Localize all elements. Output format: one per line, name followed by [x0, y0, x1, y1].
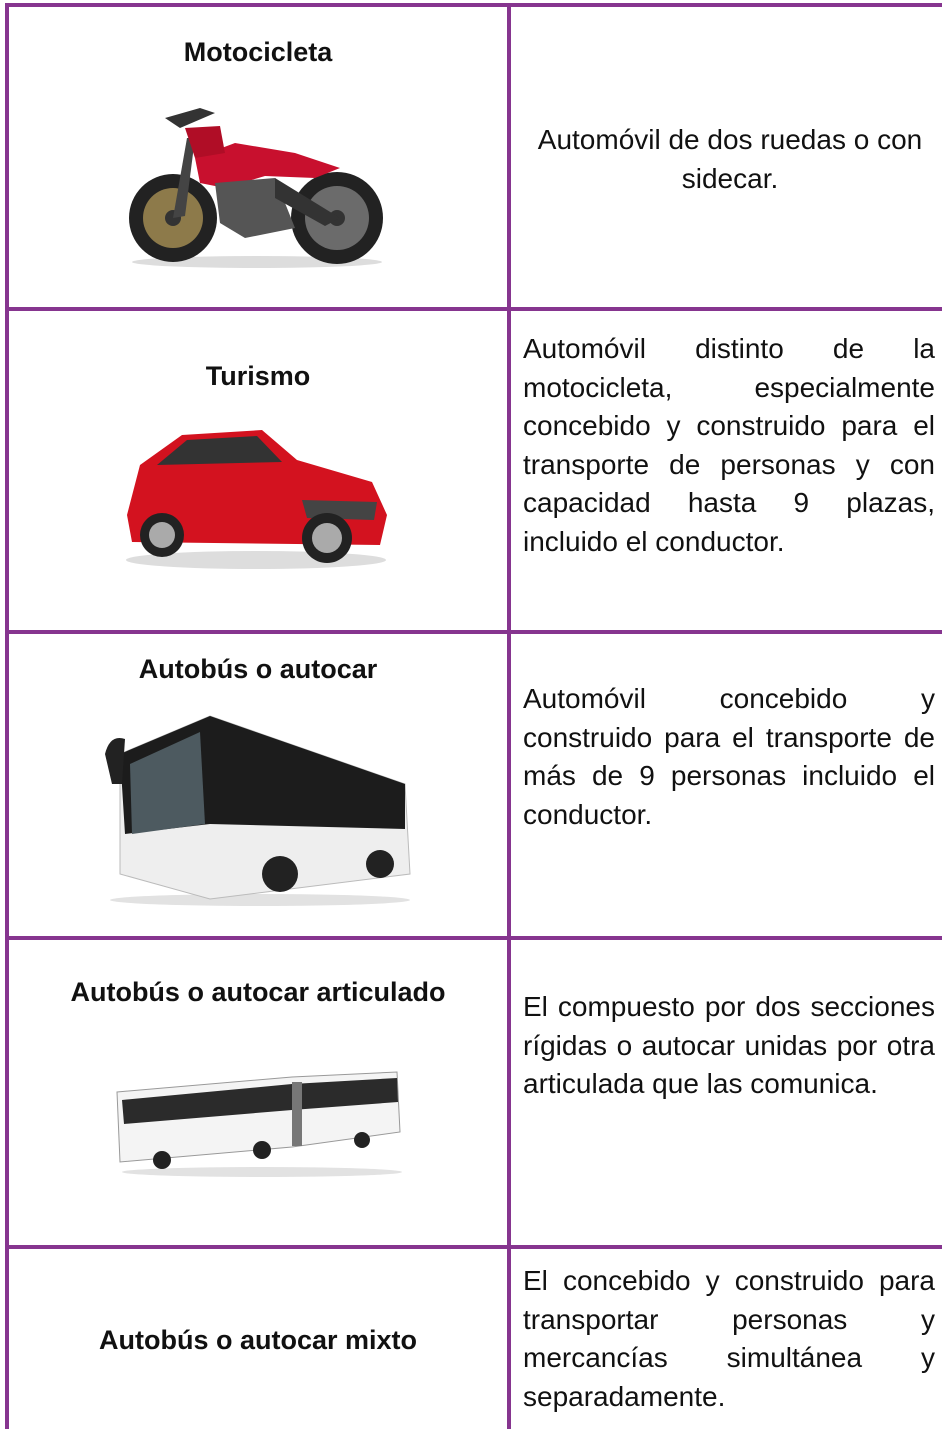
- vehicle-description: Automóvil concebido y construido para el…: [523, 683, 935, 830]
- border-middle: [507, 3, 511, 1429]
- border-top: [5, 3, 942, 7]
- car-image: [126, 430, 387, 569]
- vehicle-title: Autobús o autocar: [138, 654, 378, 684]
- articulated-bus-image: [116, 1071, 402, 1177]
- row-divider: [5, 307, 942, 311]
- vehicle-description: Automóvil de dos ruedas o con sidecar.: [537, 124, 923, 194]
- vehicle-title: Motocicleta: [183, 37, 333, 67]
- vehicle-description: El concebido y construido para transport…: [523, 1265, 935, 1412]
- vehicle-description: Automóvil distinto de la motocicleta, es…: [523, 333, 935, 557]
- row-divider: [5, 1245, 942, 1249]
- vehicle-description: El compuesto por dos secciones rígidas o…: [523, 991, 935, 1099]
- vehicle-title: Turismo: [205, 361, 311, 391]
- vehicle-title: Autobús o autocar mixto: [98, 1325, 417, 1355]
- vehicle-title: Autobús o autocar articulado: [70, 977, 446, 1007]
- row-divider: [5, 630, 942, 634]
- row-divider: [5, 936, 942, 940]
- motorcycle-image: [129, 108, 383, 268]
- bus-image: [105, 715, 411, 906]
- border-left: [5, 3, 9, 1429]
